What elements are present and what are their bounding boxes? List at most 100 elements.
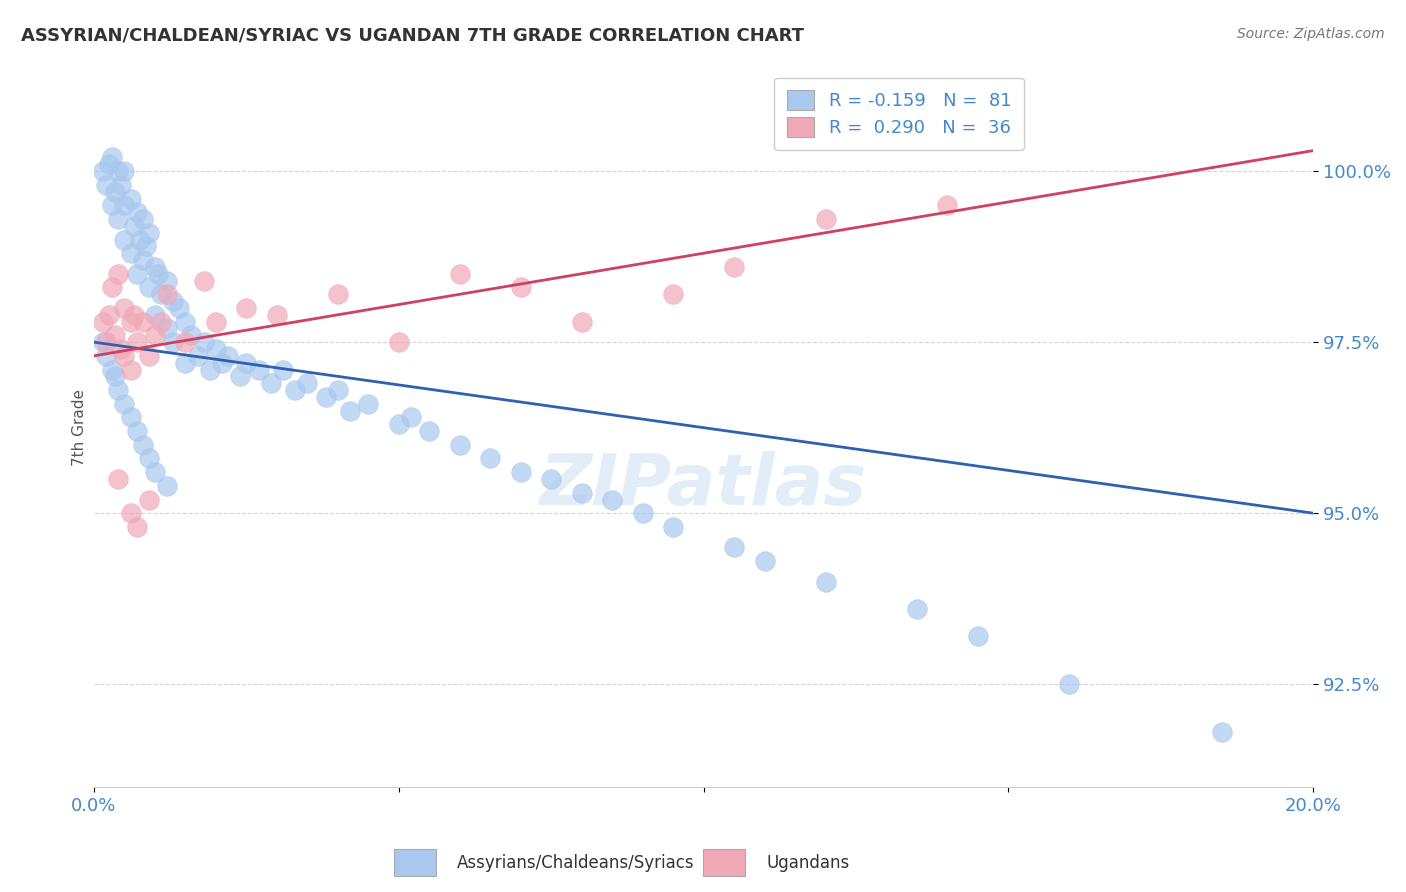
Point: [169, 301, 191, 315]
Point: [131, 212, 153, 227]
Point: [120, 192, 142, 206]
Point: [187, 349, 209, 363]
Point: [125, 335, 148, 350]
Point: [418, 424, 440, 438]
Point: [125, 205, 148, 219]
Point: [271, 362, 294, 376]
Point: [205, 315, 228, 329]
Point: [247, 362, 270, 376]
Point: [180, 328, 202, 343]
Point: [193, 335, 215, 350]
Point: [723, 260, 745, 274]
Point: [156, 274, 179, 288]
Point: [146, 267, 169, 281]
Point: [193, 274, 215, 288]
Point: [143, 308, 166, 322]
Point: [357, 397, 380, 411]
Point: [388, 335, 411, 350]
Point: [967, 629, 990, 643]
Point: [112, 233, 135, 247]
Point: [112, 301, 135, 315]
Point: [107, 383, 129, 397]
Point: [112, 349, 135, 363]
Point: [94, 178, 117, 192]
Point: [814, 212, 837, 227]
Point: [138, 226, 160, 240]
Point: [540, 472, 562, 486]
Point: [138, 280, 160, 294]
Point: [104, 328, 127, 343]
Point: [156, 479, 179, 493]
Point: [814, 574, 837, 589]
Point: [297, 376, 319, 391]
Point: [107, 472, 129, 486]
Point: [235, 356, 257, 370]
Point: [479, 451, 502, 466]
Point: [112, 397, 135, 411]
Point: [98, 308, 121, 322]
Point: [128, 233, 150, 247]
Point: [101, 198, 124, 212]
Point: [120, 246, 142, 260]
Legend: R = -0.159   N =  81, R =  0.290   N =  36: R = -0.159 N = 81, R = 0.290 N = 36: [775, 78, 1024, 150]
Point: [162, 335, 184, 350]
Point: [754, 554, 776, 568]
Point: [1059, 677, 1081, 691]
Point: [110, 342, 132, 356]
Point: [205, 342, 228, 356]
Point: [284, 383, 307, 397]
Point: [723, 541, 745, 555]
Point: [91, 335, 114, 350]
Point: [174, 315, 197, 329]
Point: [120, 410, 142, 425]
Point: [120, 315, 142, 329]
Text: Ugandans: Ugandans: [766, 854, 849, 871]
Point: [107, 267, 129, 281]
Point: [131, 253, 153, 268]
Point: [449, 438, 471, 452]
Point: [388, 417, 411, 432]
Point: [125, 520, 148, 534]
FancyBboxPatch shape: [703, 849, 745, 876]
Point: [112, 198, 135, 212]
Point: [1211, 725, 1233, 739]
Point: [235, 301, 257, 315]
Point: [156, 321, 179, 335]
Point: [122, 308, 145, 322]
Point: [143, 465, 166, 479]
Point: [326, 383, 349, 397]
Point: [662, 287, 685, 301]
Point: [260, 376, 283, 391]
Point: [107, 164, 129, 178]
Point: [107, 212, 129, 227]
Point: [631, 506, 654, 520]
Point: [98, 157, 121, 171]
Point: [120, 506, 142, 520]
Point: [326, 287, 349, 301]
Point: [122, 219, 145, 233]
FancyBboxPatch shape: [394, 849, 436, 876]
Point: [120, 362, 142, 376]
Point: [138, 451, 160, 466]
Point: [104, 369, 127, 384]
Point: [571, 485, 593, 500]
Point: [266, 308, 288, 322]
Point: [94, 349, 117, 363]
Point: [138, 492, 160, 507]
Point: [94, 335, 117, 350]
Point: [905, 602, 928, 616]
Text: Source: ZipAtlas.com: Source: ZipAtlas.com: [1237, 27, 1385, 41]
Point: [162, 294, 184, 309]
Point: [217, 349, 239, 363]
Point: [131, 438, 153, 452]
Point: [571, 315, 593, 329]
Point: [101, 151, 124, 165]
Point: [662, 520, 685, 534]
Point: [112, 164, 135, 178]
Text: ZIPatlas: ZIPatlas: [540, 450, 868, 520]
Point: [509, 465, 531, 479]
Point: [125, 267, 148, 281]
Point: [91, 164, 114, 178]
Point: [143, 328, 166, 343]
Y-axis label: 7th Grade: 7th Grade: [72, 389, 87, 467]
